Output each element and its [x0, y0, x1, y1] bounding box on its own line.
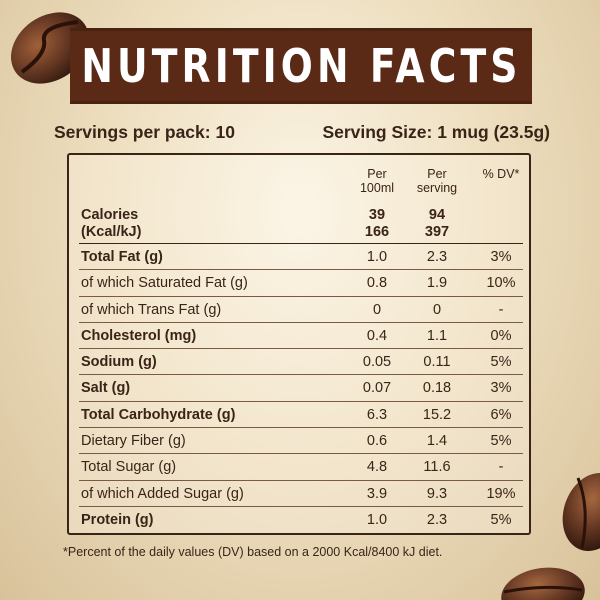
per-serving-value: 0	[432, 301, 442, 318]
per-100ml-value: 4.8	[366, 459, 388, 476]
table-row: Sodium (g) 0.05 0.11 5%	[79, 349, 523, 376]
table-row: of which Saturated Fat (g) 0.8 1.9 10%	[79, 270, 523, 297]
dv-value: -	[498, 301, 504, 318]
coffee-bean-icon	[501, 567, 585, 600]
nutrient-label: of which Trans Fat (g)	[81, 301, 222, 318]
calories-per-serving: 94 397	[424, 207, 450, 240]
table-row: Salt (g) 0.07 0.18 3%	[79, 375, 523, 402]
nutrient-label: of which Saturated Fat (g)	[81, 275, 248, 292]
dv-value: 5%	[490, 511, 512, 528]
dv-value: 5%	[490, 433, 512, 450]
dv-value: 19%	[486, 485, 516, 502]
per-serving-value: 9.3	[426, 485, 448, 502]
calories-label: Calories (Kcal/kJ)	[81, 207, 142, 240]
nutrition-table: Per 100ml Per serving % DV* Calories (Kc…	[67, 153, 531, 535]
dv-value: 5%	[490, 354, 512, 371]
serving-info: Servings per pack: 10 Serving Size: 1 mu…	[54, 122, 550, 143]
per-serving-value: 11.6	[423, 459, 451, 476]
coffee-bean-icon	[562, 473, 600, 551]
title-banner: NUTRITION FACTS	[70, 28, 532, 104]
calories-row: Calories (Kcal/kJ) 39 166 94 397	[69, 207, 529, 240]
nutrient-label: of which Added Sugar (g)	[81, 485, 244, 502]
table-row: Dietary Fiber (g) 0.6 1.4 5%	[79, 428, 523, 455]
dv-value: 10%	[486, 275, 516, 292]
table-row: Total Sugar (g) 4.8 11.6 -	[79, 454, 523, 481]
per-100ml-value: 1.0	[366, 249, 388, 265]
dv-value: 0%	[490, 327, 512, 344]
per-100ml-value: 0	[372, 301, 382, 318]
nutrient-label: Sodium (g)	[81, 354, 157, 371]
table-row: Cholesterol (mg) 0.4 1.1 0%	[79, 323, 523, 350]
table-row: Total Fat (g) 1.0 2.3 3%	[79, 244, 523, 271]
per-serving-value: 1.1	[426, 327, 448, 344]
per-serving-value: 1.9	[426, 275, 448, 292]
table-row: of which Added Sugar (g) 3.9 9.3 19%	[79, 481, 523, 507]
page-title: NUTRITION FACTS	[80, 39, 522, 93]
table-row: Total Carbohydrate (g) 6.3 15.2 6%	[79, 402, 523, 429]
table-row: Protein (g) 1.0 2.3 5%	[79, 507, 523, 533]
per-100ml-value: 0.8	[366, 275, 388, 292]
dv-value: 3%	[490, 380, 512, 397]
dv-value: 6%	[490, 406, 512, 423]
dv-value: -	[498, 459, 504, 476]
nutrient-label: Protein (g)	[81, 511, 154, 528]
nutrient-rows: Total Fat (g) 1.0 2.3 3% of which Satura…	[79, 243, 523, 533]
dv-value: 3%	[490, 249, 512, 265]
nutrient-label: Total Sugar (g)	[81, 459, 177, 476]
per-serving-value: 15.2	[422, 406, 452, 423]
per-100ml-value: 0.6	[366, 433, 388, 450]
footnote: *Percent of the daily values (DV) based …	[63, 545, 443, 559]
nutrient-label: Total Fat (g)	[81, 249, 163, 265]
per-100ml-value: 0.4	[366, 327, 388, 344]
table-header: Per 100ml Per serving % DV*	[69, 167, 529, 197]
header-per-100ml: Per 100ml	[359, 167, 395, 195]
per-serving-value: 0.18	[422, 380, 452, 397]
per-serving-value: 2.3	[426, 511, 448, 528]
header-per-serving: Per serving	[416, 167, 458, 195]
per-serving-value: 1.4	[426, 433, 448, 450]
header-dv: % DV*	[482, 167, 520, 181]
nutrient-label: Dietary Fiber (g)	[81, 433, 186, 450]
per-100ml-value: 0.07	[362, 380, 392, 397]
per-100ml-value: 0.05	[362, 354, 392, 371]
coffee-bean-icon	[11, 12, 89, 84]
nutrient-label: Cholesterol (mg)	[81, 327, 197, 344]
nutrient-label: Total Carbohydrate (g)	[81, 406, 236, 423]
serving-size: Serving Size: 1 mug (23.5g)	[322, 122, 550, 142]
per-serving-value: 0.11	[423, 354, 451, 371]
per-100ml-value: 1.0	[366, 511, 388, 528]
nutrient-label: Salt (g)	[81, 380, 131, 397]
table-row: of which Trans Fat (g) 0 0 -	[79, 297, 523, 323]
calories-per-100ml: 39 166	[364, 207, 390, 240]
servings-per-pack: Servings per pack: 10	[54, 122, 235, 142]
per-serving-value: 2.3	[426, 249, 448, 265]
per-100ml-value: 3.9	[366, 485, 388, 502]
per-100ml-value: 6.3	[366, 406, 388, 423]
